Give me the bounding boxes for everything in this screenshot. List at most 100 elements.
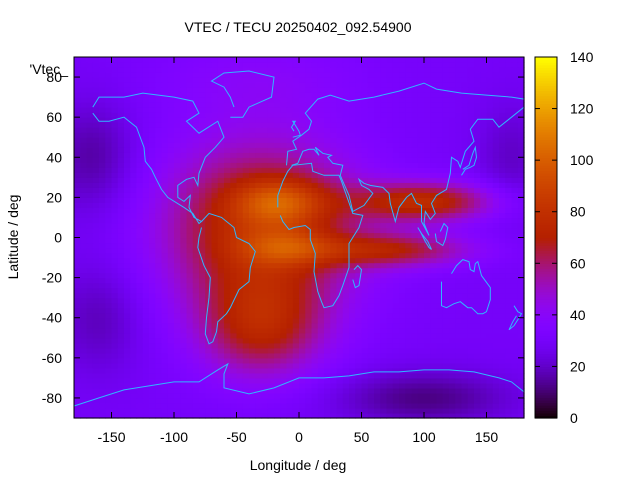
heatmap-cell xyxy=(399,277,406,284)
heatmap-cell xyxy=(492,187,500,193)
heatmap-cell xyxy=(492,87,500,93)
heatmap-cell xyxy=(449,372,456,379)
heatmap-cell xyxy=(317,327,325,334)
heatmap-cell xyxy=(92,282,100,289)
heatmap-cell xyxy=(136,257,144,264)
heatmap-cell xyxy=(517,232,525,239)
heatmap-cell xyxy=(286,137,294,143)
heatmap-cell xyxy=(286,222,294,229)
heatmap-cell xyxy=(230,227,238,234)
heatmap-cell xyxy=(167,192,175,198)
heatmap-cell xyxy=(511,227,519,234)
heatmap-cell xyxy=(505,122,513,128)
heatmap-cell xyxy=(142,287,150,294)
heatmap-cell xyxy=(349,257,356,264)
heatmap-cell xyxy=(255,167,263,173)
heatmap-cell xyxy=(230,352,238,359)
heatmap-cell xyxy=(199,137,206,143)
heatmap-cell xyxy=(180,177,188,183)
heatmap-cell xyxy=(111,232,119,239)
heatmap-cell xyxy=(86,137,94,143)
heatmap-cell xyxy=(117,362,125,369)
heatmap-cell xyxy=(180,112,188,118)
heatmap-cell xyxy=(161,122,169,128)
heatmap-cell xyxy=(149,67,156,73)
heatmap-cell xyxy=(230,377,238,384)
heatmap-cell xyxy=(99,252,106,259)
heatmap-cell xyxy=(342,77,350,83)
heatmap-cell xyxy=(255,287,263,294)
heatmap-cell xyxy=(117,357,125,364)
heatmap-cell xyxy=(336,287,344,294)
heatmap-cell xyxy=(111,362,119,369)
heatmap-cell xyxy=(511,132,519,138)
heatmap-cell xyxy=(330,142,338,148)
heatmap-cell xyxy=(305,212,313,219)
heatmap-cell xyxy=(405,262,413,269)
heatmap-cell xyxy=(174,287,181,294)
heatmap-cell xyxy=(249,212,256,219)
heatmap-cell xyxy=(317,342,325,349)
heatmap-cell xyxy=(99,272,106,279)
heatmap-cell xyxy=(149,97,156,103)
heatmap-cell xyxy=(336,262,344,269)
heatmap-cell xyxy=(411,117,419,123)
heatmap-cell xyxy=(349,127,356,133)
heatmap-cell xyxy=(392,342,400,349)
heatmap-cell xyxy=(405,237,413,244)
heatmap-cell xyxy=(199,152,206,158)
heatmap-cell xyxy=(192,397,200,404)
heatmap-cell xyxy=(361,187,369,193)
heatmap-cell xyxy=(155,227,163,234)
heatmap-cell xyxy=(324,127,331,133)
heatmap-cell xyxy=(136,372,144,379)
heatmap-cell xyxy=(499,262,506,269)
heatmap-cell xyxy=(392,217,400,224)
heatmap-cell xyxy=(511,212,519,219)
heatmap-cell xyxy=(167,157,175,163)
heatmap-cell xyxy=(505,82,513,88)
heatmap-cell xyxy=(205,257,213,264)
heatmap-cell xyxy=(117,137,125,143)
heatmap-cell xyxy=(424,192,431,198)
heatmap-cell xyxy=(274,182,281,188)
heatmap-cell xyxy=(261,87,269,93)
heatmap-cell xyxy=(499,232,506,239)
heatmap-cell xyxy=(230,247,238,254)
heatmap-cell xyxy=(174,242,181,249)
heatmap-cell xyxy=(361,332,369,339)
heatmap-cell xyxy=(449,172,456,178)
heatmap-cell xyxy=(324,322,331,329)
heatmap-cell xyxy=(111,207,119,214)
heatmap-cell xyxy=(324,122,331,128)
heatmap-cell xyxy=(261,222,269,229)
heatmap-cell xyxy=(424,117,431,123)
heatmap-cell xyxy=(492,222,500,229)
heatmap-cell xyxy=(517,217,525,224)
heatmap-cell xyxy=(180,247,188,254)
heatmap-cell xyxy=(192,207,200,214)
heatmap-cell xyxy=(255,202,263,209)
heatmap-cell xyxy=(511,202,519,209)
heatmap-cell xyxy=(455,307,463,314)
heatmap-cell xyxy=(174,177,181,183)
heatmap-cell xyxy=(280,307,288,314)
heatmap-cell xyxy=(274,237,281,244)
heatmap-cell xyxy=(305,267,313,274)
heatmap-cell xyxy=(492,147,500,153)
heatmap-cell xyxy=(142,82,150,88)
heatmap-cell xyxy=(374,117,381,123)
heatmap-cell xyxy=(192,337,200,344)
heatmap-cell xyxy=(124,362,131,369)
heatmap-cell xyxy=(255,177,263,183)
heatmap-cell xyxy=(217,262,225,269)
heatmap-cell xyxy=(242,397,250,404)
heatmap-cell xyxy=(249,372,256,379)
heatmap-cell xyxy=(292,97,300,103)
heatmap-cell xyxy=(217,197,225,203)
heatmap-cell xyxy=(217,312,225,319)
heatmap-cell xyxy=(461,112,469,118)
heatmap-cell xyxy=(392,322,400,329)
heatmap-cell xyxy=(430,152,438,158)
heatmap-cell xyxy=(274,217,281,224)
